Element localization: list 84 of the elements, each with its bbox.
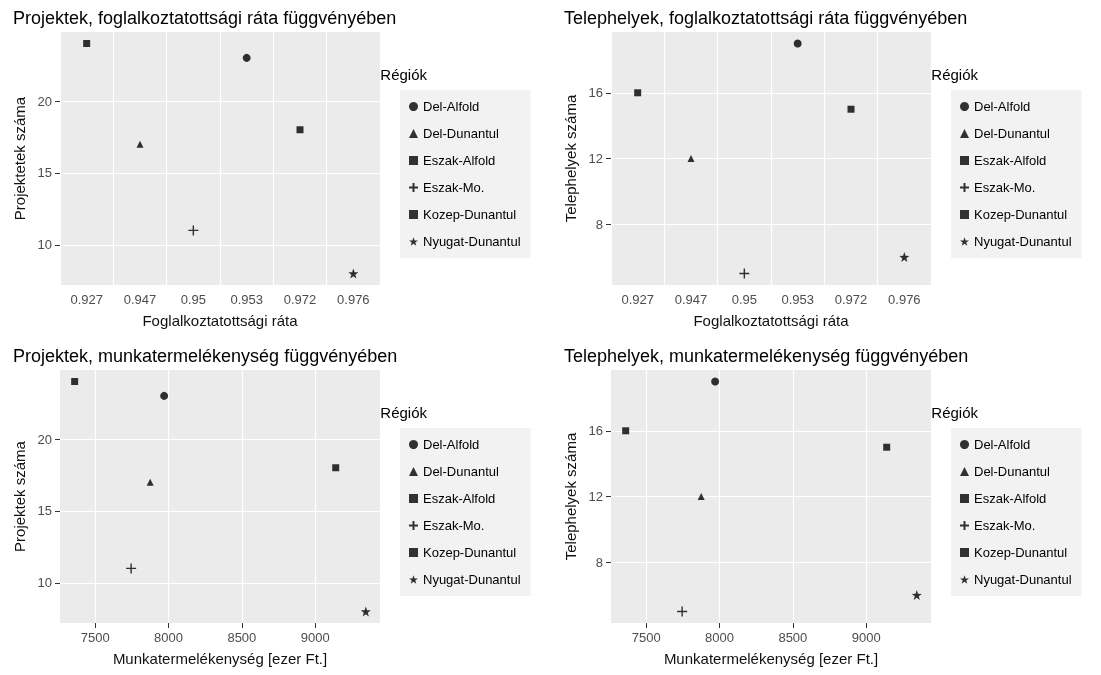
legend-label: Eszak-Mo.: [423, 518, 485, 533]
x-tick-label: 0.95: [180, 292, 206, 307]
y-tick-label: 8: [595, 216, 603, 232]
y-tick-label: 10: [37, 575, 52, 591]
legend-title: Régiók: [931, 404, 979, 421]
legend-label: Eszak-Alfold: [423, 153, 496, 168]
legend-label: Nyugat-Dunantul: [974, 234, 1072, 249]
x-axis-title: Foglalkoztatottsági ráta: [693, 312, 850, 329]
legend-label: Eszak-Alfold: [974, 491, 1047, 506]
x-axis-title: Munkatermelékenység [ezer Ft.]: [112, 650, 328, 667]
x-tick-label: 9000: [300, 630, 330, 645]
x-tick-label: 0.927: [70, 292, 103, 307]
y-tick-label: 8: [595, 554, 603, 570]
x-tick-label: 7500: [631, 630, 661, 645]
legend-title: Régiók: [931, 66, 979, 83]
y-axis-title: Projektetek száma: [10, 96, 28, 221]
chart-title: Projektek, foglalkoztatottsági ráta függvényében: [13, 8, 397, 28]
x-tick-label: 0.947: [674, 292, 708, 307]
x-tick-label: 8000: [705, 630, 734, 645]
chart-title: Telephelyek, foglalkoztatottsági ráta függvényében: [564, 8, 968, 28]
y-tick-label: 12: [588, 151, 603, 166]
x-tick-label: 0.927: [621, 292, 654, 307]
x-tick-label: 0.976: [337, 292, 370, 307]
point: [125, 562, 137, 575]
legend-title: Régiók: [380, 404, 428, 421]
legend-label: Eszak-Mo.: [974, 518, 1036, 533]
x-axis-title: Foglalkoztatottsági ráta: [142, 312, 299, 329]
y-tick-label: 12: [588, 489, 603, 504]
point: [160, 391, 169, 400]
x-tick-label: 8500: [778, 630, 808, 645]
chart-title: Projektek, munkatermelékenység függvényében: [13, 346, 398, 366]
legend-label: Del-Alfold: [423, 437, 480, 452]
x-tick-label: 8500: [227, 630, 257, 645]
y-axis-title: Telephelyek száma: [561, 94, 579, 223]
x-tick-label: 0.95: [731, 292, 757, 307]
legend-label: Eszak-Alfold: [974, 153, 1047, 168]
point: [676, 605, 688, 618]
legend-label: Del-Alfold: [423, 99, 480, 114]
legend-title: Régiók: [380, 66, 428, 83]
y-tick-label: 15: [37, 503, 52, 519]
legend-label: Nyugat-Dunantul: [974, 572, 1072, 587]
y-tick-label: 20: [37, 431, 52, 447]
legend-label: Nyugat-Dunantul: [423, 234, 521, 249]
point: [883, 443, 891, 451]
y-tick-label: 16: [588, 423, 603, 439]
x-tick-label: 0.976: [888, 292, 921, 307]
legend-label: Eszak-Mo.: [423, 180, 485, 195]
legend-label: Kozep-Dunantul: [423, 545, 517, 560]
point: [71, 378, 79, 385]
legend-label: Kozep-Dunantul: [974, 207, 1068, 222]
x-tick-label: 7500: [80, 630, 110, 645]
point: [360, 606, 371, 617]
legend-label: Kozep-Dunantul: [974, 545, 1068, 560]
legend-label: Del-Alfold: [974, 437, 1031, 452]
legend-label: Del-Dunantul: [423, 126, 499, 141]
point: [911, 590, 922, 601]
legend-label: Eszak-Alfold: [423, 491, 496, 506]
chart-title: Telephelyek, munkatermelékenység függvényében: [564, 346, 969, 366]
legend-label: Del-Alfold: [974, 99, 1031, 114]
y-tick-label: 16: [588, 85, 603, 101]
y-tick-label: 10: [37, 237, 52, 253]
point: [622, 427, 630, 435]
legend-label: Kozep-Dunantul: [423, 207, 517, 222]
x-tick-label: 0.953: [781, 292, 814, 307]
x-tick-label: 8000: [154, 630, 183, 645]
y-axis-title: Telephelyek száma: [561, 432, 579, 561]
x-tick-label: 0.972: [834, 292, 868, 307]
point: [697, 493, 705, 500]
x-axis-title: Munkatermelékenység [ezer Ft.]: [663, 650, 879, 667]
y-tick-label: 20: [37, 93, 52, 109]
x-tick-label: 0.953: [230, 292, 263, 307]
point: [332, 464, 340, 472]
x-tick-label: 0.972: [283, 292, 317, 307]
y-tick-label: 15: [37, 165, 52, 181]
legend-label: Nyugat-Dunantul: [423, 572, 521, 587]
legend-label: Del-Dunantul: [423, 464, 499, 479]
point: [146, 478, 154, 486]
y-axis-title: Projektek száma: [10, 440, 28, 552]
point: [711, 377, 720, 386]
legend-label: Eszak-Mo.: [974, 180, 1036, 195]
x-tick-label: 9000: [851, 630, 881, 645]
legend-label: Del-Dunantul: [974, 464, 1050, 479]
legend-label: Del-Dunantul: [974, 126, 1050, 141]
x-tick-label: 0.947: [123, 292, 157, 307]
